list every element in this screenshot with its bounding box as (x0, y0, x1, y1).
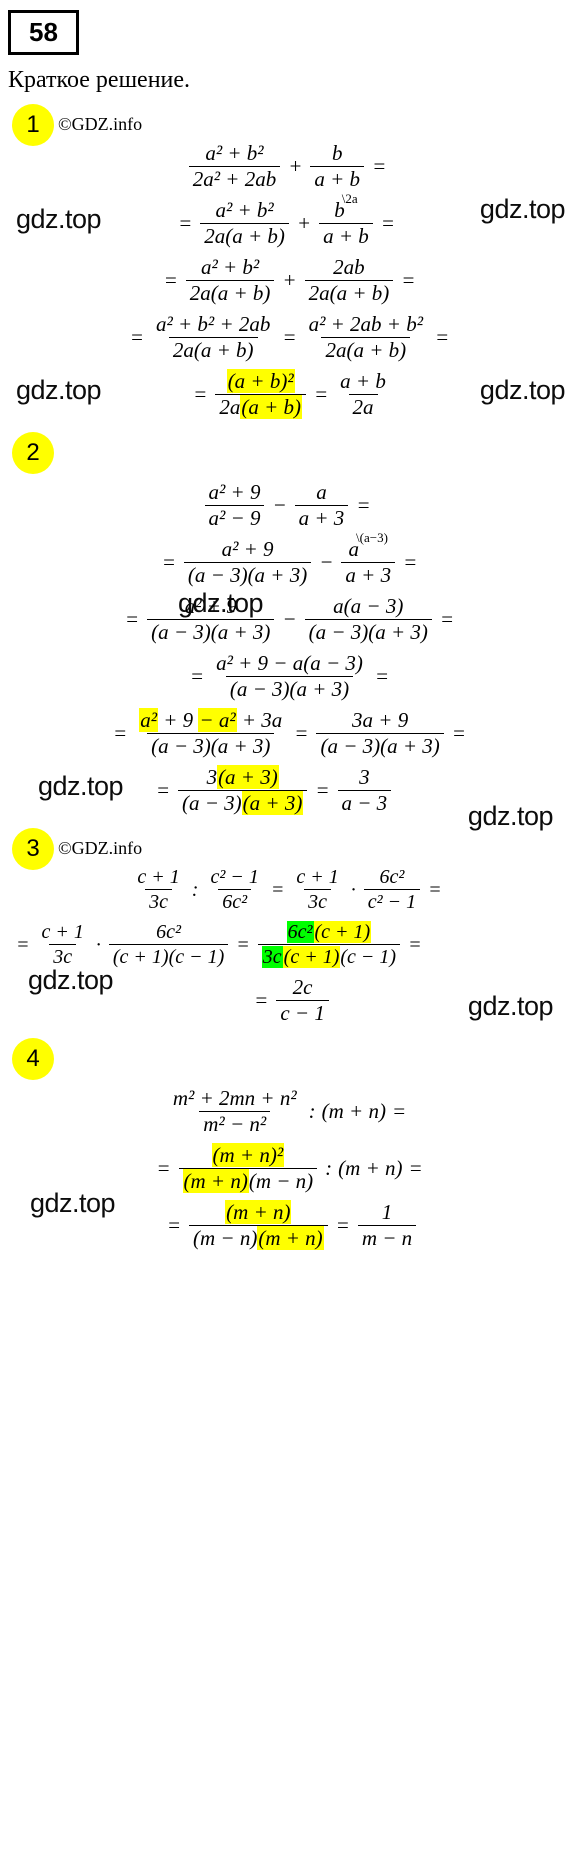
highlight: (m + n) (183, 1169, 249, 1193)
copyright-text: ©GDZ.info (58, 838, 571, 859)
problem-number-box: 58 (8, 10, 79, 55)
highlight: (a + 3) (242, 791, 304, 815)
watermark: gdz.top (178, 590, 263, 617)
eq-2-3: gdz.top = a² + 9(a − 3)(a + 3) − a(a − 3… (8, 594, 571, 645)
highlight-green: 3c (262, 946, 283, 968)
extension-mark: \2a (342, 191, 358, 206)
eq-2-4: = a² + 9 − a(a − 3)(a − 3)(a + 3) = (8, 651, 571, 702)
watermark: gdz.top (468, 993, 553, 1020)
eq-4-1: m² + 2mn + n²m² − n² : (m + n) = (8, 1086, 571, 1137)
badge-2: 2 (12, 432, 54, 474)
highlight: (m + n) (257, 1226, 323, 1250)
copyright-text: ©GDZ.info (58, 114, 571, 135)
eq-1-2: gdz.top gdz.top = a² + b²2a(a + b) + b\2… (8, 198, 571, 249)
eq-3-3: gdz.top gdz.top = 2cc − 1 (8, 975, 571, 1026)
eq-2-2: = a² + 9(a − 3)(a + 3) − a\(a−3)a + 3 = (8, 537, 571, 588)
eq-2-6: gdz.top gdz.top = 3(a + 3) (a − 3)(a + 3… (8, 765, 571, 816)
section-3: 3 ©GDZ.info c + 13c : c² − 16c² = c + 13… (8, 828, 571, 1026)
section-2: 2 a² + 9a² − 9 − aa + 3 = = a² + 9(a − 3… (8, 432, 571, 816)
highlight: (m + n)² (212, 1143, 285, 1167)
eq-4-3: gdz.top = (m + n) (m − n)(m + n) = 1m − … (8, 1200, 571, 1251)
badge-1: 1 (12, 104, 54, 146)
eq-4-2: = (m + n)² (m + n)(m − n) : (m + n) = (8, 1143, 571, 1194)
subtitle: Краткое решение. (8, 67, 571, 94)
watermark: gdz.top (28, 967, 113, 994)
watermark: gdz.top (468, 803, 553, 830)
highlight: (a + 3) (217, 765, 279, 789)
watermark: gdz.top (16, 206, 101, 233)
highlight: (a + b)² (227, 369, 295, 393)
badge-4: 4 (12, 1038, 54, 1080)
eq-2-5: = a² + 9 − a² + 3a (a − 3)(a + 3) = 3a +… (8, 708, 571, 759)
section-1: 1 ©GDZ.info a² + b²2a² + 2ab + ba + b = … (8, 104, 571, 420)
watermark: gdz.top (480, 196, 565, 223)
watermark: gdz.top (480, 377, 565, 404)
eq-3-2: = c + 13c · 6c²(c + 1)(c − 1) = 6c²(c + … (8, 920, 571, 969)
highlight: (m + n) (225, 1200, 291, 1224)
watermark: gdz.top (16, 377, 101, 404)
watermark: gdz.top (38, 773, 123, 800)
eq-1-5: gdz.top gdz.top = (a + b)²2a(a + b) = a … (8, 369, 571, 420)
highlight: (c + 1) (314, 921, 372, 943)
section-4: 4 m² + 2mn + n²m² − n² : (m + n) = = (m … (8, 1038, 571, 1251)
eq-3-1: c + 13c : c² − 16c² = c + 13c · 6c²c² − … (8, 865, 571, 914)
highlight: (a + b) (240, 395, 302, 419)
highlight: (c + 1) (283, 946, 341, 968)
badge-3: 3 (12, 828, 54, 870)
highlight-green: 6c² (287, 921, 314, 943)
extension-mark: \(a−3) (356, 530, 388, 545)
highlight: a² (139, 708, 158, 732)
eq-1-3: = a² + b²2a(a + b) + 2ab2a(a + b) = (8, 255, 571, 306)
highlight: − a² (198, 708, 236, 732)
eq-1-4: = a² + b² + 2ab2a(a + b) = a² + 2ab + b²… (8, 312, 571, 363)
eq-2-1: a² + 9a² − 9 − aa + 3 = (8, 480, 571, 531)
eq-1-1: a² + b²2a² + 2ab + ba + b = (8, 141, 571, 192)
watermark: gdz.top (30, 1190, 115, 1217)
